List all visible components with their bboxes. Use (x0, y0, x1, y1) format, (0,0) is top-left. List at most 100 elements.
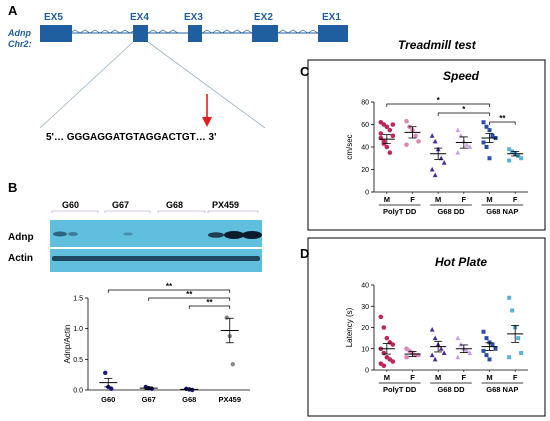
y-tick-label: 20 (361, 325, 369, 332)
y-tick-label: 0 (365, 368, 369, 375)
y-tick-label: 60 (361, 122, 369, 129)
data-point (384, 144, 390, 150)
data-point (487, 357, 492, 362)
data-point (490, 342, 495, 347)
blot-group-brackets (51, 210, 259, 213)
data-point (413, 133, 418, 139)
data-point (390, 122, 396, 127)
significance-label: ** (166, 282, 173, 291)
group-label: G68 NAP (486, 207, 518, 216)
exon-1-label: EX1 (322, 12, 341, 23)
data-point (487, 128, 492, 133)
x-category-label: M (486, 195, 492, 204)
panel-d-label: D (300, 246, 309, 261)
data-point (484, 124, 489, 129)
exon-1 (318, 25, 348, 42)
data-point (378, 314, 384, 320)
data-point (387, 150, 393, 155)
x-category-label: F (513, 195, 518, 204)
x-category-label: F (410, 373, 415, 382)
data-point (429, 166, 435, 172)
x-category-label: F (410, 195, 415, 204)
species-label: Adnp (7, 28, 31, 38)
x-category-label: M (486, 373, 492, 382)
y-tick-label: 80 (361, 100, 369, 107)
data-point (467, 144, 473, 149)
treadmill-heading: Treadmill test (398, 38, 477, 52)
x-category-label: G68 (182, 395, 196, 404)
data-point (404, 118, 409, 124)
data-point (432, 356, 438, 362)
x-category-label: G67 (142, 395, 156, 404)
group-label: PolyT DD (383, 207, 417, 216)
significance-bracket (386, 103, 490, 107)
blot-row-adnp: Adnp (8, 232, 34, 243)
y-axis-title: Latency (s) (345, 307, 354, 347)
data-point (519, 156, 524, 161)
data-point (455, 127, 461, 133)
data-point (429, 327, 435, 332)
x-category-label: M (435, 195, 441, 204)
y-tick-label: 20 (361, 167, 369, 174)
data-point (464, 142, 470, 147)
group-label: G68 DD (437, 385, 465, 394)
significance-label: ** (206, 298, 213, 307)
data-point (484, 145, 489, 149)
data-point (432, 172, 438, 178)
data-point (390, 342, 396, 347)
data-point (387, 127, 393, 133)
significance-bracket (148, 297, 231, 301)
data-point (103, 370, 108, 376)
data-point (481, 329, 486, 334)
data-point (507, 158, 512, 163)
data-point (441, 350, 447, 355)
data-point (516, 336, 521, 341)
data-point (481, 120, 486, 125)
significance-bracket (437, 112, 490, 116)
western-blot (50, 220, 262, 272)
data-point (487, 156, 492, 161)
cut-site-arrow (202, 94, 212, 127)
panel-c-label: C (300, 64, 310, 79)
exon-4-label: EX4 (130, 12, 149, 23)
x-category-label: M (435, 373, 441, 382)
group-label: G68 DD (437, 207, 465, 216)
data-point (484, 353, 489, 358)
x-category-label: F (513, 373, 518, 382)
y-tick-label: 40 (361, 145, 369, 152)
data-point (429, 133, 435, 138)
y-tick-label: 0.0 (73, 388, 83, 395)
data-point (404, 142, 409, 148)
data-point (384, 335, 390, 341)
data-point (490, 133, 495, 138)
data-point (381, 350, 387, 356)
data-point (109, 386, 114, 391)
panel-a-label: A (8, 3, 18, 18)
significance-bracket (489, 121, 516, 125)
data-point (493, 346, 498, 351)
y-axis-title: cm/sec (345, 134, 354, 159)
data-point (438, 346, 444, 351)
x-category-label: G60 (101, 395, 115, 404)
data-point (390, 359, 396, 364)
data-point (510, 308, 515, 313)
data-point (487, 340, 492, 345)
exon-3-label: EX3 (184, 12, 203, 23)
chart-title: Hot Plate (435, 255, 487, 269)
y-tick-label: 10 (361, 346, 369, 353)
group-label: G68 NAP (486, 385, 518, 394)
data-point (507, 147, 512, 152)
data-point (455, 354, 461, 360)
significance-label: * (437, 96, 441, 105)
y-tick-label: 1.5 (73, 296, 83, 303)
data-point (416, 139, 421, 144)
significance-label: ** (186, 290, 193, 299)
x-category-label: F (462, 195, 467, 204)
blot-group-g60: G60 (62, 200, 79, 210)
data-point (390, 133, 396, 139)
chromosome-label: Chr2: (8, 39, 32, 49)
blot-group-g68: G68 (166, 200, 183, 210)
sequence-text: 5'… GGGAGGATGTAGGACTGT… 3' (46, 132, 217, 143)
group-label: PolyT DD (383, 385, 417, 394)
